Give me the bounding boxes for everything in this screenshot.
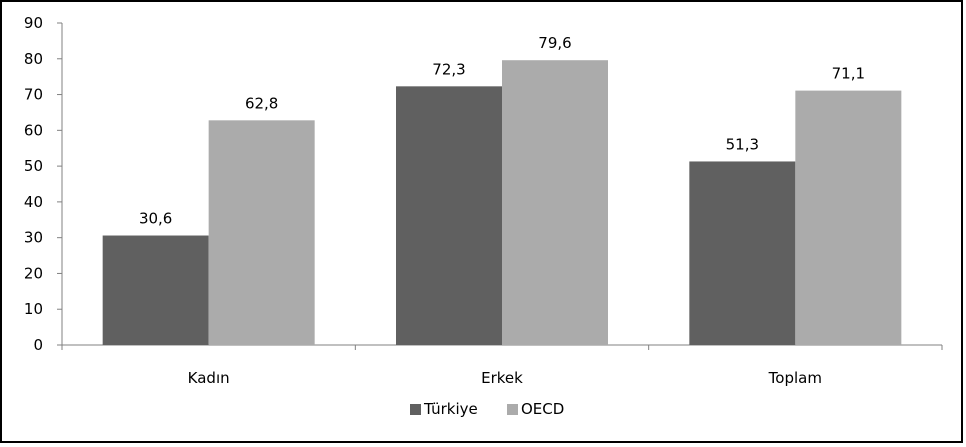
- data-label: 71,1: [832, 65, 865, 83]
- y-tick-label: 60: [24, 121, 43, 139]
- y-tick-label: 0: [33, 336, 43, 354]
- data-label: 72,3: [432, 60, 465, 78]
- bars: [102, 60, 902, 346]
- y-tick-label: 70: [24, 86, 43, 104]
- data-label: 62,8: [245, 94, 278, 112]
- y-tick-label: 40: [24, 193, 43, 211]
- bar: [208, 120, 315, 345]
- y-tick-label: 80: [24, 50, 43, 68]
- bar: [502, 60, 608, 345]
- legend-swatch: [507, 404, 518, 415]
- bar: [795, 90, 902, 346]
- data-label: 30,6: [139, 210, 172, 228]
- y-tick-label: 10: [24, 300, 43, 318]
- legend-label: OECD: [521, 400, 564, 418]
- legend: Türkiye OECD: [410, 400, 564, 418]
- y-axis: 0 10 20 30 40 50 60 70 80 90: [24, 14, 63, 354]
- data-label: 79,6: [538, 34, 571, 52]
- x-tick-label: Kadın: [188, 369, 230, 387]
- x-tick-label: Erkek: [481, 369, 523, 387]
- legend-label: Türkiye: [423, 400, 478, 418]
- data-label: 51,3: [726, 135, 759, 153]
- y-tick-label: 90: [24, 14, 43, 32]
- bar: [102, 235, 209, 345]
- y-tick-label: 20: [24, 264, 43, 282]
- y-tick-label: 30: [24, 229, 43, 247]
- bar-chart: 0 10 20 30 40 50 60 70 80 90 Kadın Erkek Toplam 30,…: [24, 14, 943, 418]
- bar: [396, 86, 502, 346]
- data-labels: 30,6 62,8 72,3 79,6 51,3 71,1: [139, 34, 865, 227]
- x-tick-label: Toplam: [768, 369, 822, 387]
- y-tick-label: 50: [24, 157, 43, 175]
- legend-swatch: [410, 404, 421, 415]
- bar: [689, 161, 796, 345]
- x-axis: Kadın Erkek Toplam: [61, 344, 943, 387]
